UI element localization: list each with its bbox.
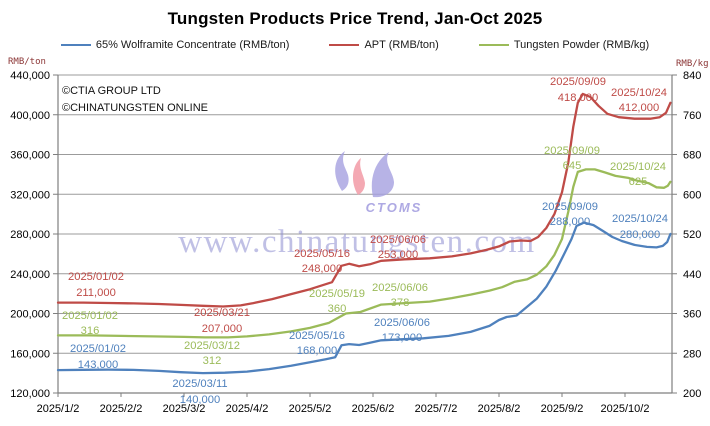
left-axis-tick-label: 200,000 — [10, 309, 50, 321]
copyright-line-1: ©CTIA GROUP LTD — [62, 85, 161, 97]
annotation-value: 168,000 — [297, 345, 337, 357]
legend-label-powder: Tungsten Powder (RMB/kg) — [513, 39, 650, 51]
annotation-value: 211,000 — [76, 287, 116, 299]
right-axis-tick-label: 440 — [683, 269, 701, 281]
wolframite-line-swatch-icon — [60, 44, 91, 46]
right-axis-unit-label: RMB/kg — [676, 59, 709, 69]
annotation-date: 2025/03/12 — [184, 340, 240, 352]
left-axis-unit-label: RMB/ton — [8, 57, 46, 67]
copyright-line-2: ©CHINATUNGSTEN ONLINE — [62, 101, 209, 114]
annotation-value: 288,000 — [550, 216, 590, 228]
legend: 65% Wolframite Concentrate (RMB/ton) APT… — [0, 39, 710, 51]
annotation-date: 2025/09/09 — [542, 201, 598, 213]
annotation-date: 2025/01/02 — [62, 310, 118, 322]
x-axis-tick-label: 2025/4/2 — [226, 403, 269, 415]
annotation-date: 2025/01/02 — [68, 271, 124, 283]
annotation-date: 2025/09/09 — [550, 76, 606, 88]
left-axis-tick-label: 440,000 — [10, 70, 50, 82]
legend-item-powder: Tungsten Powder (RMB/kg) — [478, 39, 650, 51]
right-axis-tick-label: 760 — [683, 110, 701, 122]
watermark-logo-text: CTOMS — [366, 200, 423, 215]
annotation-date: 2025/05/16 — [294, 248, 350, 260]
watermark-url-text: www.chinatungsten.com — [178, 224, 535, 260]
watermark-logo-flame-left-icon — [335, 151, 349, 191]
chart-title: Tungsten Products Price Trend, Jan-Oct 2… — [167, 9, 543, 28]
x-axis-tick-label: 2025/3/2 — [163, 403, 206, 415]
annotation-date: 2025/05/19 — [309, 288, 365, 300]
x-axis-tick-label: 2025/10/2 — [601, 403, 650, 415]
x-axis-tick-label: 2025/6/2 — [352, 403, 395, 415]
annotation-value: 360 — [328, 303, 347, 315]
right-axis-tick-label: 360 — [683, 309, 701, 321]
x-axis-tick-label: 2025/7/2 — [415, 403, 458, 415]
x-axis-tick-label: 2025/1/2 — [37, 403, 80, 415]
watermark-logo-flame-right-icon — [371, 152, 394, 198]
annotation-value: 312 — [203, 355, 222, 367]
left-axis-tick-label: 240,000 — [10, 269, 50, 281]
apt-line-swatch-icon — [329, 44, 360, 46]
legend-label-wolframite: 65% Wolframite Concentrate (RMB/ton) — [95, 39, 290, 51]
annotation-date: 2025/06/06 — [372, 282, 428, 294]
annotation-value: 207,000 — [202, 323, 242, 335]
right-axis-tick-label: 280 — [683, 348, 701, 360]
x-axis-tick-label: 2025/2/2 — [100, 403, 143, 415]
x-axis-tick-label: 2025/8/2 — [478, 403, 521, 415]
right-axis-tick-label: 840 — [683, 70, 701, 82]
annotation-value: 143,000 — [78, 359, 118, 371]
copyright-block: ©CTIA GROUP LTD ©CHINATUNGSTEN ONLINE — [62, 83, 208, 116]
powder-line-swatch-icon — [478, 44, 509, 46]
left-axis-tick-label: 400,000 — [10, 110, 50, 122]
right-axis-tick-label: 600 — [683, 189, 701, 201]
annotation-value: 253,000 — [378, 249, 418, 261]
annotation-date: 2025/05/16 — [289, 330, 345, 342]
annotation-value: 625 — [629, 176, 648, 188]
right-axis-tick-label: 200 — [683, 388, 701, 400]
series-line-0 — [56, 221, 672, 375]
annotation-value: 378 — [391, 297, 410, 309]
x-axis-tick-label: 2025/5/2 — [289, 403, 332, 415]
series-line-2 — [56, 168, 672, 339]
left-axis-tick-label: 280,000 — [10, 229, 50, 241]
annotation-date: 2025/03/11 — [172, 378, 227, 390]
annotation-date: 2025/01/02 — [70, 343, 126, 355]
annotation-value: 316 — [81, 325, 100, 337]
annotation-value: 140,000 — [180, 394, 220, 406]
left-axis-tick-label: 360,000 — [10, 150, 50, 162]
annotation-date: 2025/10/24 — [610, 161, 666, 173]
legend-item-wolframite: 65% Wolframite Concentrate (RMB/ton) — [60, 39, 290, 51]
annotation-value: 412,000 — [619, 102, 659, 114]
watermark-logo-flame-middle-icon — [352, 158, 365, 195]
left-axis-tick-label: 120,000 — [10, 388, 50, 400]
annotation-date: 2025/09/09 — [544, 145, 600, 157]
annotation-date: 2025/06/06 — [374, 317, 430, 329]
legend-item-apt: APT (RMB/ton) — [329, 39, 439, 51]
annotation-date: 2025/03/21 — [194, 307, 250, 319]
annotation-value: 645 — [563, 160, 582, 172]
legend-label-apt: APT (RMB/ton) — [364, 39, 439, 51]
series-line-1 — [56, 92, 672, 308]
left-axis-tick-label: 160,000 — [10, 348, 50, 360]
annotation-date: 2025/06/06 — [370, 234, 426, 246]
right-axis-tick-label: 680 — [683, 150, 701, 162]
x-axis-tick-label: 2025/9/2 — [541, 403, 584, 415]
annotation-date: 2025/10/24 — [611, 87, 667, 99]
right-axis-tick-label: 520 — [683, 229, 701, 241]
left-axis-tick-label: 320,000 — [10, 189, 50, 201]
annotation-value: 248,000 — [302, 263, 342, 275]
annotation-value: 280,000 — [620, 229, 660, 241]
annotation-date: 2025/10/24 — [612, 213, 668, 225]
annotation-value: 418,000 — [558, 92, 598, 104]
annotation-value: 173,000 — [382, 332, 422, 344]
